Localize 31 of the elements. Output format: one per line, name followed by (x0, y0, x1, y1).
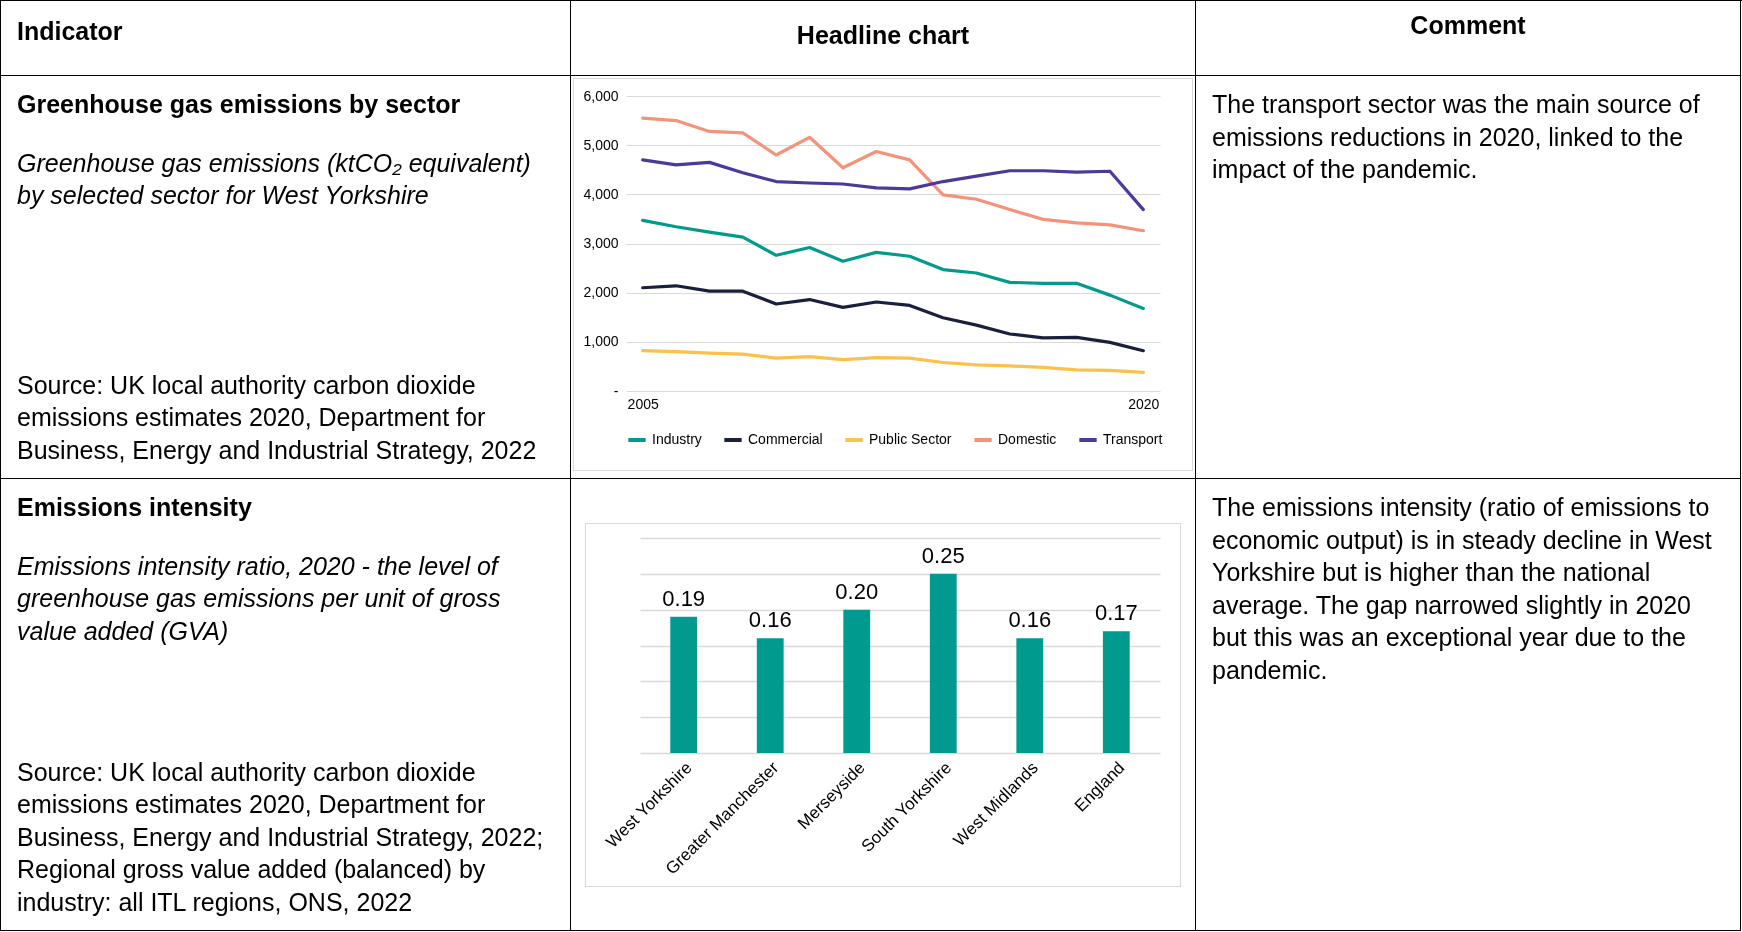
source-note: Source: UK local authority carbon dioxide emissions estimates 2020, Department for Business, Energy and Industrial Strategy, 2022 (17, 369, 538, 466)
text: Greenhouse gas emissions (ktCO₂ equivalent) by selected sector for West Yorkshire (17, 147, 532, 211)
data-label: 0.19 (662, 585, 706, 611)
y-tick-label: 4,000 (583, 185, 619, 202)
text: Emissions intensity ratio, 2020 - the level of greenhouse gas emissions per unit of gross value added (GVA) (17, 550, 502, 647)
text: Comment (1196, 1, 1741, 75)
text: Headline chart (571, 1, 1196, 75)
x-tick-label: 2020 (1128, 395, 1160, 412)
x-tick-label: 2005 (627, 395, 659, 412)
y-tick-label: 3,000 (583, 235, 619, 251)
data-label: 0.16 (1008, 607, 1052, 633)
y-tick-label: - (613, 382, 619, 399)
legend-label: Public Sector (869, 431, 952, 447)
legend-label: Commercial (748, 431, 823, 447)
text: Indicator (1, 1, 571, 75)
legend-label: Transport (1103, 431, 1163, 447)
data-label: 0.16 (748, 607, 792, 633)
text: Emissions intensity (17, 492, 253, 523)
legend-label: Domestic (998, 431, 1057, 447)
data-label: 0.17 (1094, 600, 1138, 626)
text: The emissions intensity (ratio of emissions to economic output) is in steady decline in West Yorkshire but is higher than the national average. The gap narrowed slightly in 2020 but this was an exceptional year due to the pandemic. (1212, 492, 1713, 686)
y-tick-label: 5,000 (583, 136, 619, 153)
y-tick-label: 1,000 (583, 333, 619, 350)
data-label: 0.20 (835, 578, 879, 604)
source-note: Source: UK local authority carbon dioxide emissions estimates 2020, Department for Business, Energy and Industrial Strategy, 2022; Regional gross value added (balanced) by industry: all ITL regions, ONS, 2022 (17, 756, 545, 918)
y-tick-label: 2,000 (583, 284, 619, 301)
data-label: 0.25 (921, 542, 965, 568)
text: Greenhouse gas emissions by sector (17, 89, 462, 120)
text: The transport sector was the main source of emissions reductions in 2020, linked to the impact of the pandemic. (1212, 89, 1701, 185)
y-tick-label: 6,000 (583, 87, 619, 104)
legend-label: Industry (652, 431, 702, 447)
